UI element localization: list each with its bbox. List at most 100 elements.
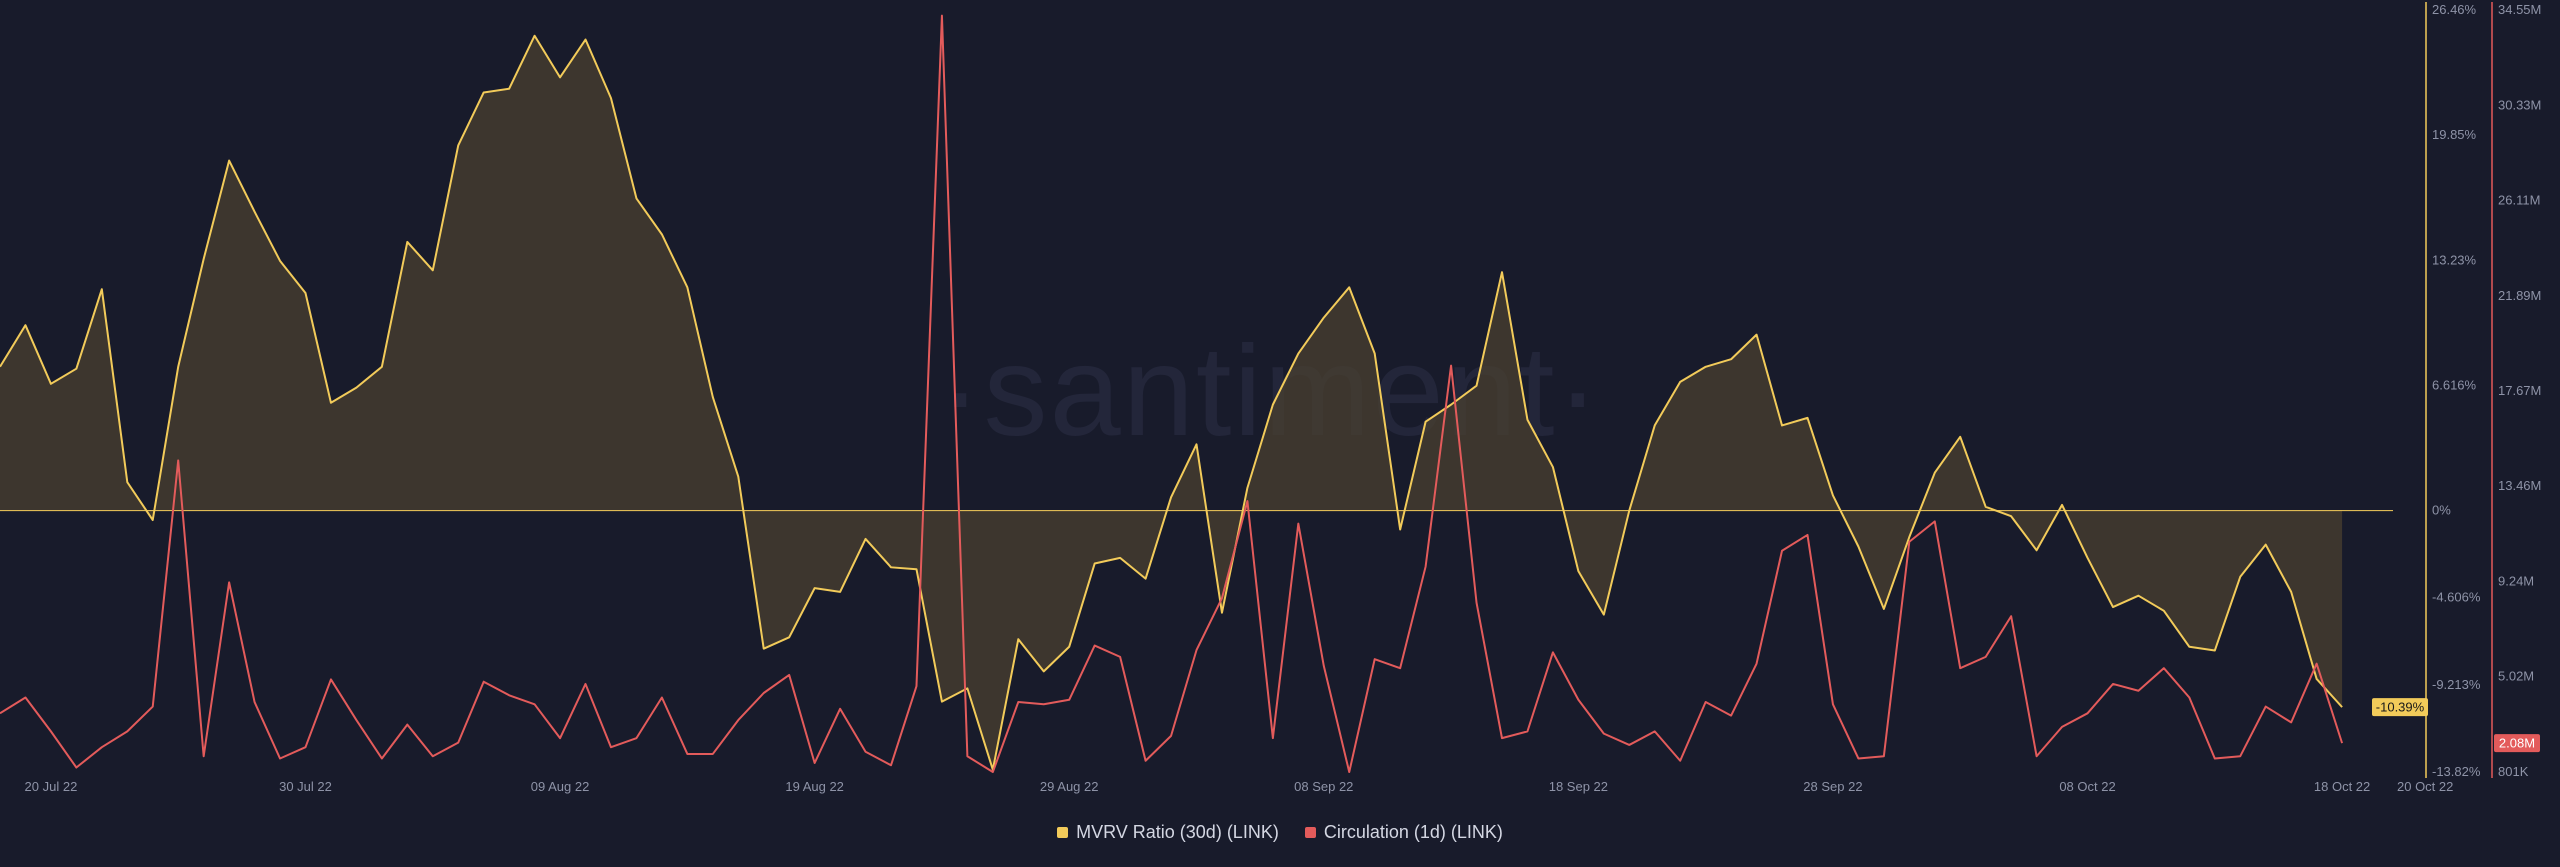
- circulation-data-point: [1984, 655, 1988, 659]
- mvrv-data-point: [1576, 569, 1580, 573]
- mvrv-data-point: [1653, 423, 1657, 427]
- circulation-data-point: [1245, 499, 1249, 503]
- mvrv-data-point: [1856, 545, 1860, 549]
- mvrv-data-point: [227, 159, 231, 163]
- mvrv-data-point: [1118, 556, 1122, 560]
- circulation-data-point: [2111, 682, 2115, 686]
- mvrv-data-point: [1958, 435, 1962, 439]
- mvrv-data-point: [1704, 365, 1708, 369]
- mvrv-data-point: [1907, 535, 1911, 539]
- mvrv-area-fill: [0, 35, 2343, 770]
- circulation-data-point: [2009, 614, 2013, 618]
- circulation-data-point: [558, 736, 562, 740]
- mvrv-data-point: [2213, 649, 2217, 653]
- circulation-data-point: [100, 745, 104, 749]
- circulation-data-point: [1144, 759, 1148, 763]
- mvrv-data-point: [1627, 509, 1631, 513]
- mvrv-data-point: [2060, 503, 2064, 507]
- circulation-data-point: [2315, 662, 2319, 666]
- mvrv-data-point: [2035, 548, 2039, 552]
- circulation-data-point: [660, 696, 664, 700]
- circulation-data-point: [227, 580, 231, 584]
- mvrv-data-point: [1678, 380, 1682, 384]
- circulation-data-point: [1933, 519, 1937, 523]
- mvrv-area-layer: [0, 35, 2343, 770]
- x-tick-label: 09 Aug 22: [531, 779, 590, 794]
- mvrv-data-point: [1347, 285, 1351, 289]
- legend-swatch-circulation: [1304, 827, 1316, 838]
- x-tick-label: 19 Aug 22: [785, 779, 844, 794]
- mvrv-data-point: [2238, 575, 2242, 579]
- circulation-data-point: [2086, 711, 2090, 715]
- circulation-data-point: [533, 702, 537, 706]
- mvrv-data-point: [1525, 418, 1529, 422]
- circulation-data-point: [1347, 770, 1351, 774]
- mvrv-data-point: [2264, 543, 2268, 547]
- mvrv-data-point: [1016, 637, 1020, 641]
- legend-label-circulation: Circulation (1d) (LINK): [1323, 822, 1503, 842]
- circulation-data-point: [1042, 702, 1046, 706]
- mvrv-data-point: [889, 565, 893, 569]
- mvrv-data-point: [940, 700, 944, 704]
- mvrv-data-point: [2086, 556, 2090, 560]
- circulation-data-point: [2340, 741, 2344, 745]
- circulation-data-point: [303, 745, 307, 749]
- circulation-data-point: [202, 754, 206, 758]
- legend-item-circulation[interactable]: Circulation (1d) (LINK): [1304, 822, 1503, 843]
- circulation-data-point: [405, 723, 409, 727]
- circulation-tick-label: 26.11M: [2498, 193, 2540, 208]
- mvrv-data-point: [1500, 270, 1504, 274]
- circulation-data-point: [1373, 657, 1377, 661]
- circulation-tick-label: 9.24M: [2498, 573, 2534, 588]
- circulation-data-point: [1424, 565, 1428, 569]
- circulation-data-point: [1958, 666, 1962, 670]
- mvrv-data-point: [456, 143, 460, 147]
- mvrv-data-point: [1755, 333, 1759, 337]
- circulation-data-point: [609, 745, 613, 749]
- mvrv-data-point: [1602, 613, 1606, 617]
- circulation-data-point: [940, 14, 944, 18]
- mvrv-tick-label: 19.85%: [2432, 127, 2477, 142]
- circulation-data-point: [2289, 720, 2293, 724]
- circulation-data-point: [584, 682, 588, 686]
- mvrv-data-point: [2111, 605, 2115, 609]
- circulation-data-point: [1322, 664, 1326, 668]
- mvrv-data-point: [558, 75, 562, 79]
- circulation-data-point: [838, 707, 842, 711]
- circulation-data-point: [1525, 729, 1529, 733]
- legend-item-mvrv[interactable]: MVRV Ratio (30d) (LINK): [1057, 822, 1279, 843]
- circulation-data-point: [1118, 655, 1122, 659]
- mvrv-data-point: [2315, 677, 2319, 681]
- mvrv-series-line: [0, 34, 2343, 771]
- circulation-data-point: [787, 673, 791, 677]
- x-tick-label: 29 Aug 22: [1040, 779, 1099, 794]
- mvrv-data-point: [2340, 705, 2344, 709]
- mvrv-data-point: [1296, 352, 1300, 356]
- mvrv-data-point: [1984, 505, 1988, 509]
- circulation-data-point: [49, 729, 53, 733]
- circulation-tick-label: 17.67M: [2498, 383, 2541, 398]
- circulation-data-point: [456, 741, 460, 745]
- circulation-data-point: [329, 677, 333, 681]
- circulation-data-point: [1220, 596, 1224, 600]
- circulation-data-point: [74, 766, 78, 770]
- circulation-data-point: [1627, 743, 1631, 747]
- legend-label-mvrv: MVRV Ratio (30d) (LINK): [1076, 822, 1279, 842]
- circulation-tick-label: 30.33M: [2498, 97, 2541, 112]
- mvrv-tick-label: 26.46%: [2432, 2, 2477, 17]
- mvrv-data-point: [202, 257, 206, 261]
- mvrv-data-point: [1780, 423, 1784, 427]
- mvrv-data-point: [74, 367, 78, 371]
- mvrv-data-point: [1882, 607, 1886, 611]
- mvrv-data-point: [1195, 442, 1199, 446]
- mvrv-tick-label: 13.23%: [2432, 252, 2477, 267]
- circulation-tick-label: 21.89M: [2498, 288, 2541, 303]
- circulation-tick-label: 34.55M: [2498, 2, 2541, 17]
- x-tick-label: 18 Oct 22: [2314, 779, 2370, 794]
- circulation-data-point: [1678, 759, 1682, 763]
- circulation-data-point: [1755, 662, 1759, 666]
- circulation-data-point: [23, 696, 27, 700]
- x-tick-label: 08 Sep 22: [1294, 779, 1353, 794]
- circulation-data-point: [1704, 700, 1708, 704]
- circulation-data-point: [2213, 756, 2217, 760]
